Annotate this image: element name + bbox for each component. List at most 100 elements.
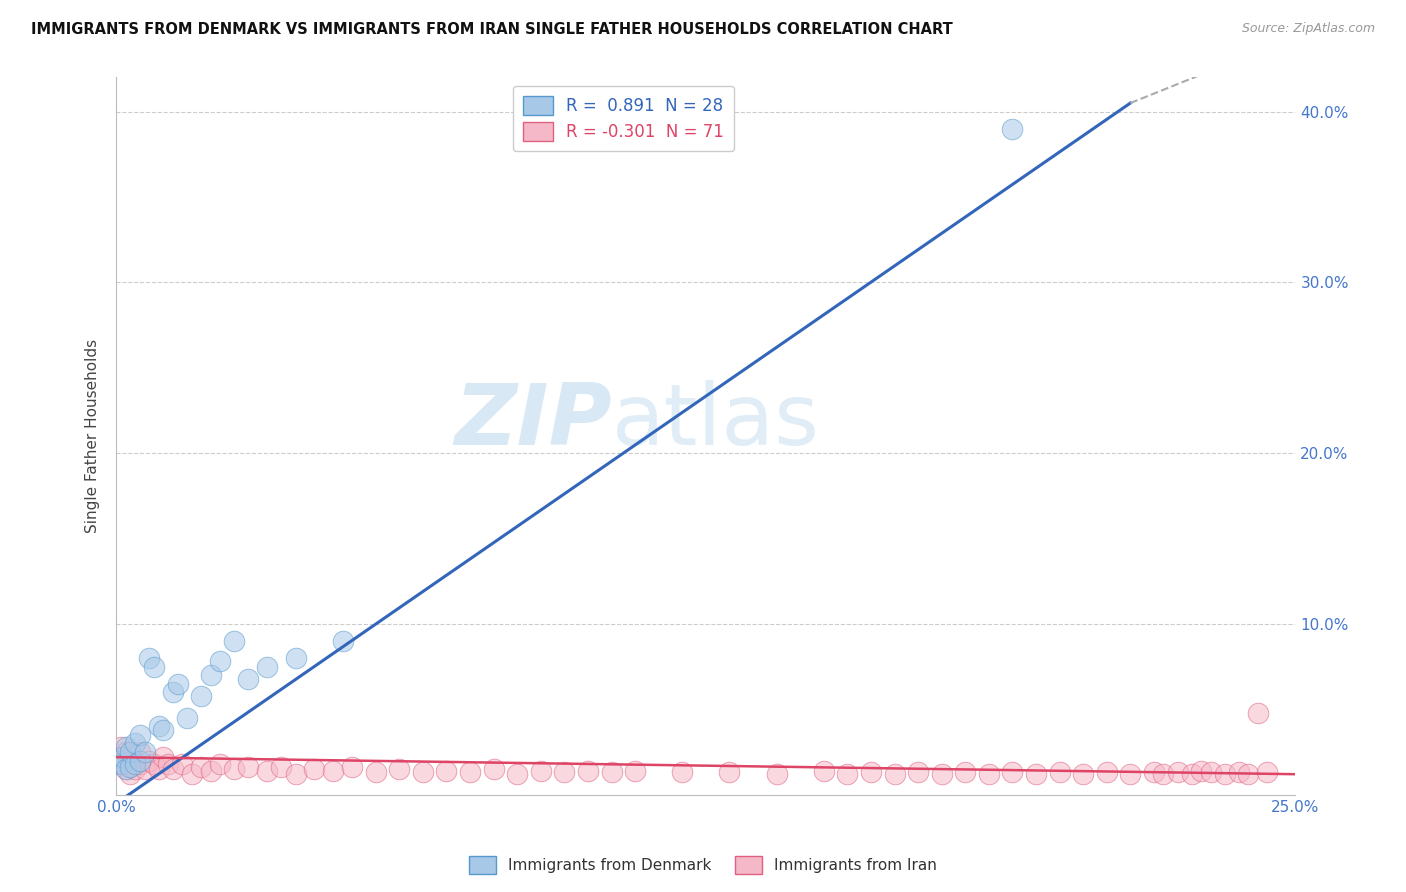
Point	[600, 765, 623, 780]
Point	[1167, 765, 1189, 780]
Point	[209, 655, 232, 669]
Point	[765, 767, 787, 781]
Point	[112, 750, 135, 764]
Point	[114, 745, 136, 759]
Point	[138, 651, 160, 665]
Point	[114, 739, 136, 754]
Point	[506, 767, 529, 781]
Point	[1256, 765, 1278, 780]
Point	[1237, 767, 1260, 781]
Point	[107, 750, 129, 764]
Point	[157, 756, 180, 771]
Point	[671, 765, 693, 780]
Point	[1001, 765, 1024, 780]
Point	[1189, 764, 1212, 778]
Point	[148, 719, 170, 733]
Text: Source: ZipAtlas.com: Source: ZipAtlas.com	[1241, 22, 1375, 36]
Point	[388, 762, 411, 776]
Point	[224, 762, 246, 776]
Text: ZIP: ZIP	[454, 380, 612, 463]
Point	[138, 754, 160, 768]
Point	[143, 756, 166, 771]
Point	[238, 760, 260, 774]
Point	[128, 754, 150, 768]
Point	[332, 634, 354, 648]
Text: IMMIGRANTS FROM DENMARK VS IMMIGRANTS FROM IRAN SINGLE FATHER HOUSEHOLDS CORRELA: IMMIGRANTS FROM DENMARK VS IMMIGRANTS FR…	[31, 22, 953, 37]
Point	[364, 765, 387, 780]
Point	[1227, 765, 1250, 780]
Point	[128, 745, 150, 759]
Point	[482, 762, 505, 776]
Point	[813, 764, 835, 778]
Point	[837, 767, 859, 781]
Point	[124, 762, 146, 776]
Point	[1181, 767, 1204, 781]
Point	[907, 765, 929, 780]
Point	[977, 767, 1000, 781]
Point	[224, 634, 246, 648]
Point	[1001, 121, 1024, 136]
Point	[107, 754, 129, 768]
Legend: Immigrants from Denmark, Immigrants from Iran: Immigrants from Denmark, Immigrants from…	[463, 850, 943, 880]
Point	[1199, 765, 1222, 780]
Point	[200, 764, 222, 778]
Point	[128, 728, 150, 742]
Legend: R =  0.891  N = 28, R = -0.301  N = 71: R = 0.891 N = 28, R = -0.301 N = 71	[513, 86, 734, 151]
Point	[340, 760, 363, 774]
Point	[120, 760, 142, 774]
Point	[270, 760, 292, 774]
Point	[124, 736, 146, 750]
Y-axis label: Single Father Households: Single Father Households	[86, 339, 100, 533]
Point	[152, 750, 174, 764]
Point	[1143, 765, 1166, 780]
Point	[110, 756, 132, 771]
Point	[134, 762, 156, 776]
Point	[143, 659, 166, 673]
Point	[1213, 767, 1236, 781]
Point	[114, 762, 136, 776]
Point	[1071, 767, 1094, 781]
Point	[256, 659, 278, 673]
Point	[859, 765, 882, 780]
Point	[176, 711, 198, 725]
Point	[190, 689, 212, 703]
Point	[322, 764, 344, 778]
Point	[1025, 767, 1047, 781]
Point	[162, 762, 184, 776]
Point	[284, 767, 307, 781]
Point	[128, 756, 150, 771]
Point	[883, 767, 905, 781]
Point	[110, 739, 132, 754]
Text: atlas: atlas	[612, 380, 820, 463]
Point	[180, 767, 202, 781]
Point	[412, 765, 434, 780]
Point	[931, 767, 953, 781]
Point	[162, 685, 184, 699]
Point	[436, 764, 458, 778]
Point	[120, 767, 142, 781]
Point	[134, 745, 156, 759]
Point	[110, 756, 132, 771]
Point	[304, 762, 326, 776]
Point	[718, 765, 741, 780]
Point	[1119, 767, 1142, 781]
Point	[530, 764, 553, 778]
Point	[1152, 767, 1174, 781]
Point	[238, 672, 260, 686]
Point	[120, 745, 142, 759]
Point	[458, 765, 481, 780]
Point	[284, 651, 307, 665]
Point	[209, 756, 232, 771]
Point	[1049, 765, 1071, 780]
Point	[256, 764, 278, 778]
Point	[172, 756, 194, 771]
Point	[200, 668, 222, 682]
Point	[124, 756, 146, 771]
Point	[114, 762, 136, 776]
Point	[553, 765, 575, 780]
Point	[120, 750, 142, 764]
Point	[1247, 706, 1270, 720]
Point	[955, 765, 977, 780]
Point	[166, 676, 188, 690]
Point	[624, 764, 647, 778]
